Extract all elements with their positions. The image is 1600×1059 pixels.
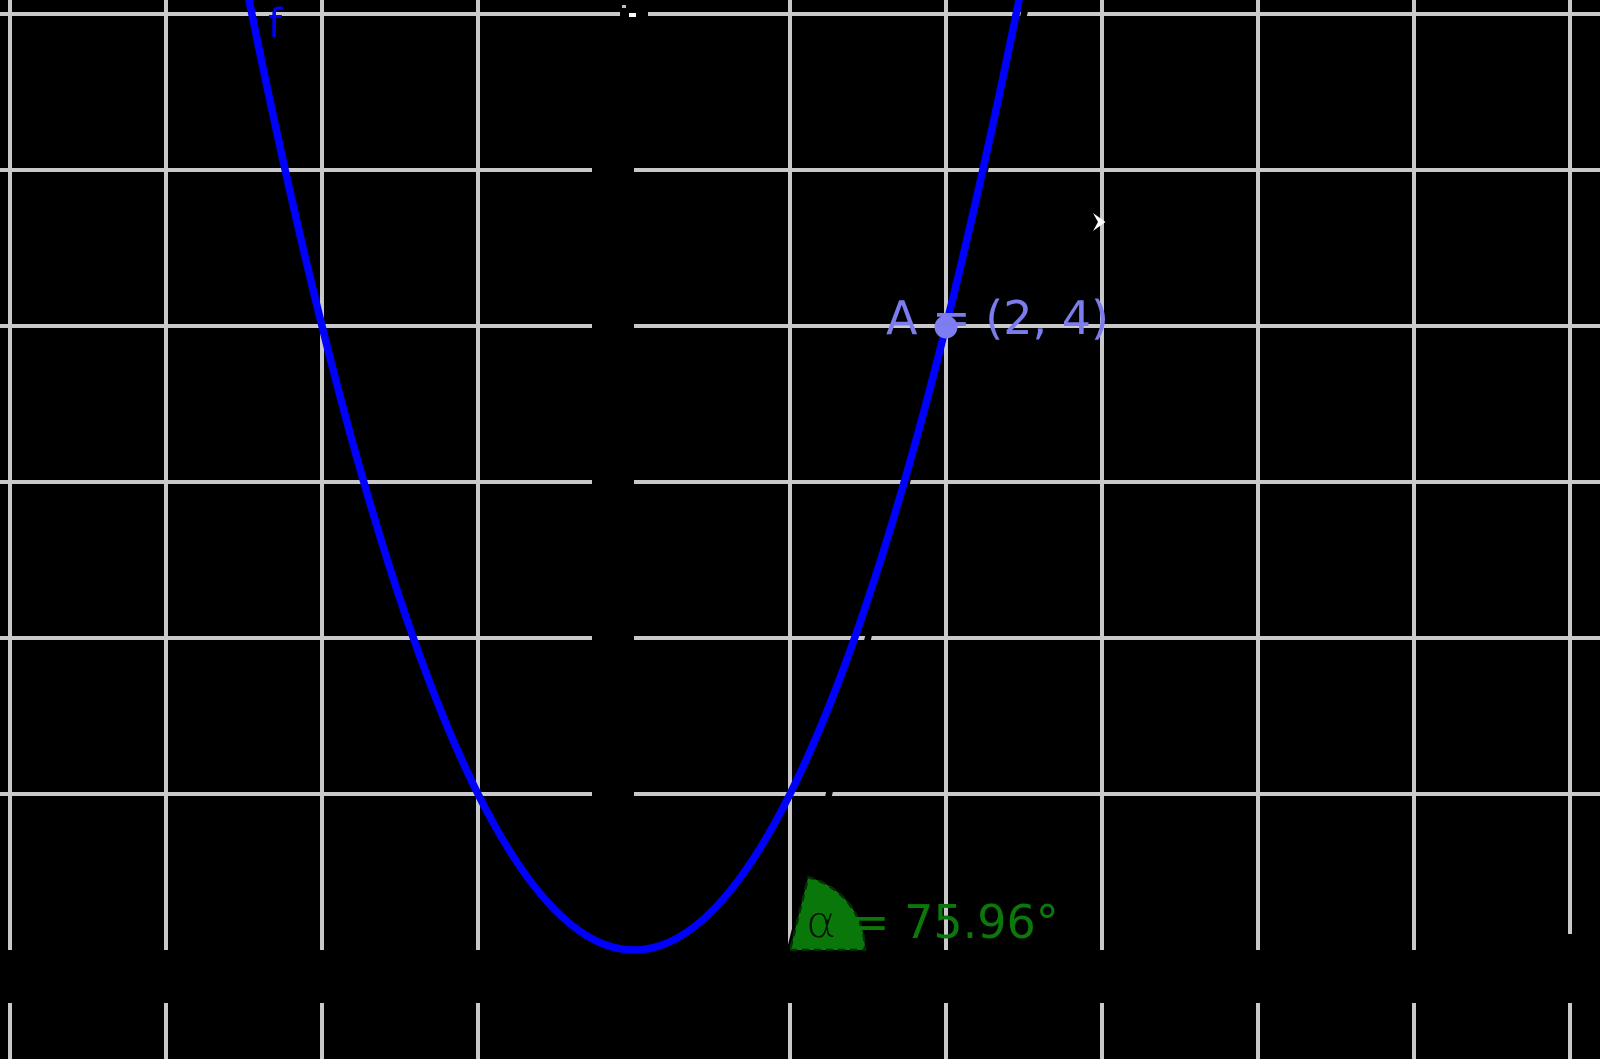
angle-label-value: = 75.96° bbox=[836, 895, 1058, 949]
point-A[interactable] bbox=[934, 315, 958, 339]
y-axis-arrowhead-speck bbox=[622, 5, 626, 8]
y-axis-arrowhead-speck bbox=[629, 13, 636, 17]
axis-arrow-artifacts bbox=[622, 5, 1106, 231]
point-A-label[interactable]: A = (2, 4) bbox=[886, 291, 1109, 345]
angle-label[interactable]: α = 75.96° bbox=[805, 894, 1059, 950]
x-axis-arrowhead-artifact bbox=[1093, 213, 1106, 231]
angle-label-alpha: α bbox=[806, 895, 836, 949]
function-label-f[interactable]: f bbox=[268, 1, 283, 47]
angle-sector[interactable] bbox=[790, 877, 865, 950]
parabola-curve-f[interactable] bbox=[232, 0, 1037, 954]
angle-sector-outline bbox=[788, 875, 867, 952]
